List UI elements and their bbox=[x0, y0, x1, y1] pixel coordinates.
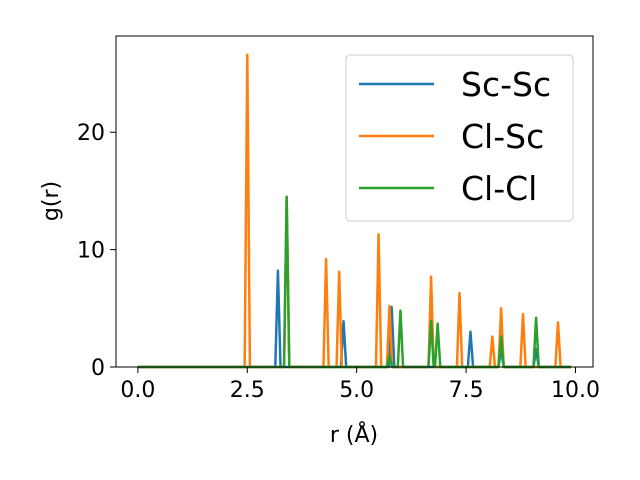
series-line-0 bbox=[137, 269, 572, 369]
legend-label: Sc-Sc bbox=[461, 65, 551, 104]
y-tick-label: 10 bbox=[77, 239, 105, 264]
x-axis: 0.0 2.5 5.0 7.5 10.0 bbox=[120, 367, 600, 403]
x-tick-label: 10.0 bbox=[551, 378, 600, 403]
x-tick-label: 5.0 bbox=[339, 378, 374, 403]
y-tick-label: 20 bbox=[77, 121, 105, 146]
y-tick-label: 0 bbox=[91, 356, 105, 381]
y-axis: 0 10 20 bbox=[77, 121, 116, 381]
x-tick-label: 2.5 bbox=[230, 378, 265, 403]
legend-label: Cl-Sc bbox=[461, 117, 544, 156]
legend-label: Cl-Cl bbox=[461, 169, 537, 208]
plot-frame bbox=[115, 35, 594, 368]
legend-box bbox=[345, 54, 574, 222]
x-tick-label: 7.5 bbox=[449, 378, 484, 403]
x-tick-label: 0.0 bbox=[120, 378, 155, 403]
legend: Sc-Sc Cl-Sc Cl-Cl bbox=[345, 54, 574, 222]
y-axis-label: g(r) bbox=[39, 181, 64, 221]
x-axis-label: r (Å) bbox=[330, 421, 378, 448]
series-line-2 bbox=[137, 195, 572, 369]
